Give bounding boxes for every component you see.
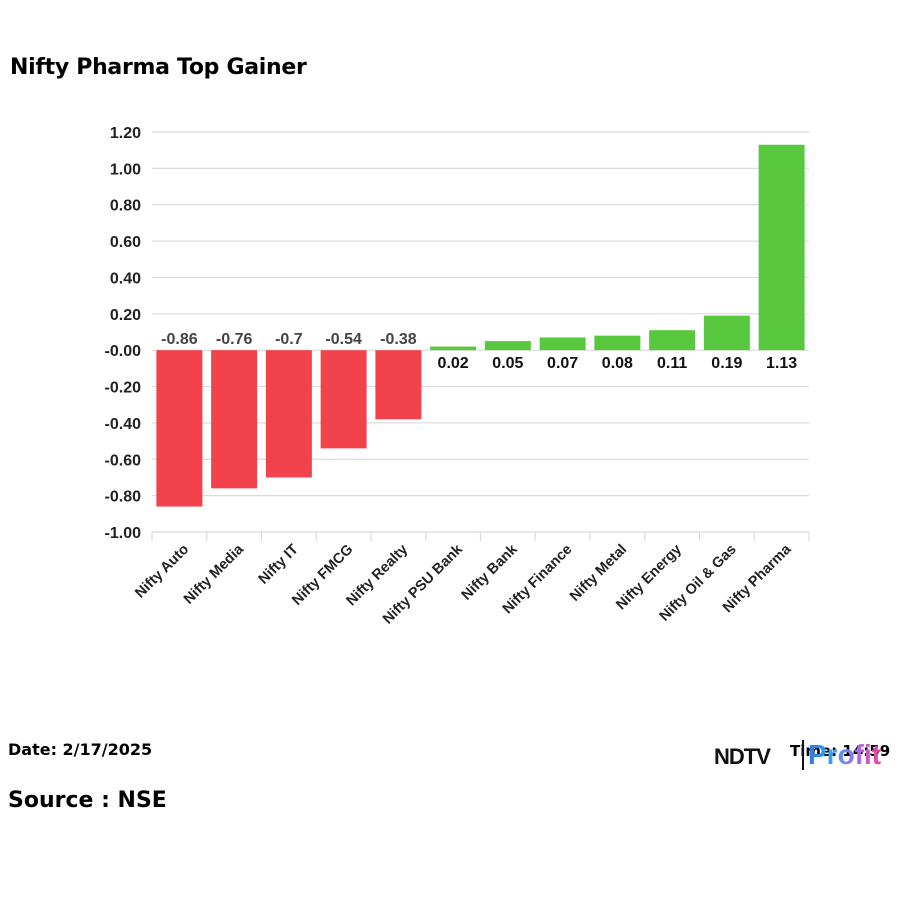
bar — [649, 330, 696, 351]
bar-value-label: -0.54 — [325, 331, 362, 348]
bar-value-label: -0.76 — [216, 331, 253, 348]
bar-value-label: 0.19 — [711, 355, 742, 372]
bar-value-label: 1.13 — [766, 355, 797, 372]
y-tick-label: 0.80 — [110, 198, 141, 215]
bar — [594, 335, 641, 351]
bar — [211, 350, 258, 489]
x-category-label: Nifty Media — [181, 541, 248, 608]
bar-value-label: 0.08 — [602, 355, 633, 372]
bar — [430, 346, 477, 351]
y-tick-label: -0.40 — [105, 416, 142, 433]
gridlines — [152, 131, 809, 533]
bar — [156, 350, 203, 507]
bar — [758, 144, 805, 351]
logo-brand: NDTV — [714, 744, 771, 769]
y-tick-label: 1.00 — [110, 161, 141, 178]
y-tick-label: -0.80 — [105, 489, 142, 506]
bar-value-label: 0.07 — [547, 355, 578, 372]
bar-value-label: -0.86 — [161, 331, 198, 348]
x-category-label: Nifty IT — [256, 541, 302, 587]
bar — [484, 341, 531, 351]
bar-value-label: -0.38 — [380, 331, 417, 348]
x-category-label: Nifty Auto — [132, 541, 192, 601]
logo-divider — [802, 740, 804, 770]
source-label: Source : NSE — [8, 788, 167, 813]
y-tick-label: -1.00 — [105, 525, 142, 542]
bar-value-label: -0.7 — [275, 331, 303, 348]
time-label: Time: 14:59 — [790, 742, 890, 760]
bar — [703, 315, 750, 351]
bar — [375, 350, 422, 420]
bar-value-label: 0.11 — [657, 355, 687, 372]
y-tick-label: 0.40 — [110, 270, 141, 287]
y-tick-label: -0.20 — [105, 380, 142, 397]
bar-value-label: 0.02 — [438, 355, 469, 372]
bar — [265, 350, 312, 478]
logo-product: Profit — [808, 739, 882, 770]
y-tick-label: 0.20 — [110, 307, 141, 324]
date-label: Date: 2/17/2025 — [8, 740, 153, 759]
y-tick-label: 0.60 — [110, 234, 141, 251]
bar — [320, 350, 367, 449]
ndtv-profit-logo: NDTV Profit — [714, 738, 900, 774]
y-tick-label: 1.20 — [110, 125, 141, 142]
bar — [539, 337, 586, 351]
bars — [156, 144, 805, 507]
y-axis: 1.20 1.00 0.80 0.60 0.40 0.20 -0.00 -0.20 -0.40 -… — [105, 125, 142, 542]
value-labels: -0.86 -0.76 -0.7 -0.54 -0.38 0.02 0.05 0.07 0.08… — [161, 331, 797, 372]
bar-value-label: 0.05 — [492, 355, 523, 372]
y-tick-label: -0.60 — [105, 452, 142, 469]
bar-chart: 1.20 1.00 0.80 0.60 0.40 0.20 -0.00 -0.20 -0.40 -… — [105, 125, 810, 627]
chart-title: Nifty Pharma Top Gainer — [10, 55, 307, 80]
y-tick-label: -0.00 — [105, 343, 142, 360]
